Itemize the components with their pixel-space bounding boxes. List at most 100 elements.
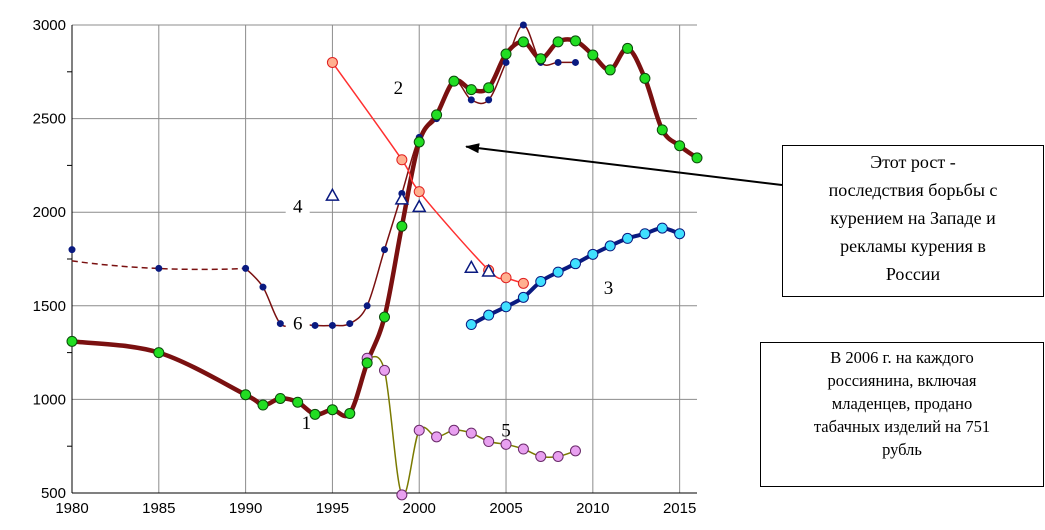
series-4-point <box>481 263 496 277</box>
series-6-point <box>242 264 250 272</box>
series-1-point <box>569 35 581 47</box>
series-label-4: 4 <box>293 197 303 218</box>
series-1-point <box>274 392 286 404</box>
series-6-point <box>276 320 284 328</box>
series-1-point <box>413 136 425 148</box>
series-1-point <box>66 335 78 347</box>
series-3-point <box>569 258 581 270</box>
series-1-point <box>326 404 338 416</box>
series-5-point <box>552 450 564 462</box>
series-2-point <box>500 272 512 284</box>
series-2-point <box>326 56 338 68</box>
series-3-point <box>639 228 651 240</box>
series-1-point <box>344 407 356 419</box>
series-2-point <box>517 277 529 289</box>
x-tick-label: 1980 <box>55 500 88 517</box>
y-tick-label: 3000 <box>33 17 66 34</box>
series-labels: 1 2 3 4 5 6 <box>285 78 614 441</box>
series-markers <box>66 21 703 501</box>
series-3-point <box>500 301 512 313</box>
series-6-point <box>519 21 527 29</box>
y-tick-label: 1500 <box>33 298 66 315</box>
series-5-point <box>569 445 581 457</box>
series-3-point <box>674 228 686 240</box>
series-3-point <box>535 275 547 287</box>
series-6-point <box>467 96 475 104</box>
axis-ticks: 1980 1985 1990 1995 2000 2005 2010 2015 500 1000 1… <box>33 17 697 517</box>
series-2-point <box>413 186 425 198</box>
y-tick-label: 1000 <box>33 391 66 408</box>
x-tick-label: 1995 <box>316 500 349 517</box>
series-5-point <box>413 424 425 436</box>
series-5-point <box>483 436 495 448</box>
series-5-point <box>517 443 529 455</box>
series-lines <box>71 24 699 497</box>
series-1-point <box>379 311 390 323</box>
annotation-box-2006: В 2006 г. на каждого россиянина, включая… <box>760 342 1044 487</box>
series-1-point <box>500 48 512 60</box>
grid-lines <box>71 24 697 494</box>
series-label-bg <box>285 193 310 218</box>
series-1-point <box>674 140 686 152</box>
series-1-point <box>309 408 321 420</box>
series-label-bg <box>285 310 310 335</box>
series-4-point <box>411 199 427 213</box>
x-tick-label: 2015 <box>663 500 696 517</box>
series-5-point <box>535 450 547 462</box>
series-1-point <box>656 124 668 136</box>
series-1-line <box>71 37 699 419</box>
series-label-2: 2 <box>394 78 404 99</box>
series-3-point <box>604 240 616 252</box>
annotation-box-growth: Этот рост - последствия борьбы с курение… <box>782 145 1044 297</box>
series-5-point <box>465 427 477 439</box>
series-1-point <box>535 53 547 65</box>
x-tick-label: 2005 <box>489 500 522 517</box>
series-2-line <box>331 61 524 285</box>
series-1-point <box>431 109 443 121</box>
series-1-point <box>448 75 460 87</box>
series-1-point <box>639 72 651 84</box>
series-3-point <box>656 222 668 234</box>
series-6-point <box>381 246 388 254</box>
series-5-point <box>431 431 443 443</box>
series-label-3: 3 <box>604 278 614 299</box>
series-label-6: 6 <box>293 314 303 335</box>
x-tick-label: 2010 <box>576 500 609 517</box>
series-label-1: 1 <box>302 413 312 434</box>
series-5-point <box>379 364 390 376</box>
series-4-point <box>464 259 479 273</box>
series-3-point <box>552 266 564 278</box>
series-3-point <box>622 232 634 244</box>
series-6-point <box>502 58 510 66</box>
series-1-point <box>483 82 495 94</box>
series-5-line <box>366 355 576 497</box>
series-1-point <box>153 347 165 359</box>
x-tick-label: 1985 <box>142 500 175 517</box>
series-1-point <box>396 220 408 232</box>
series-1-point <box>604 64 616 76</box>
series-3-point <box>587 248 599 260</box>
series-6-point <box>363 302 371 310</box>
series-5-point <box>396 489 408 501</box>
series-2-point <box>396 154 408 166</box>
series-6-point <box>346 320 354 328</box>
y-tick-label: 500 <box>41 485 66 502</box>
series-1-point <box>552 36 564 48</box>
series-6-point <box>155 264 163 272</box>
series-3-point <box>517 291 529 303</box>
series-1-point <box>587 49 599 61</box>
y-tick-label: 2500 <box>33 111 66 128</box>
series-5-point <box>448 424 460 436</box>
series-1-point <box>257 399 269 411</box>
series-1-point <box>517 36 529 48</box>
series-6-point <box>571 58 579 66</box>
series-5-point <box>500 438 512 450</box>
series-1-point <box>622 42 634 54</box>
y-tick-label: 2000 <box>33 204 66 221</box>
series-6-point <box>311 321 319 329</box>
series-6-point <box>259 283 267 291</box>
series-6-point <box>328 321 336 329</box>
series-6-point <box>68 246 76 254</box>
series-3-point <box>483 309 495 321</box>
